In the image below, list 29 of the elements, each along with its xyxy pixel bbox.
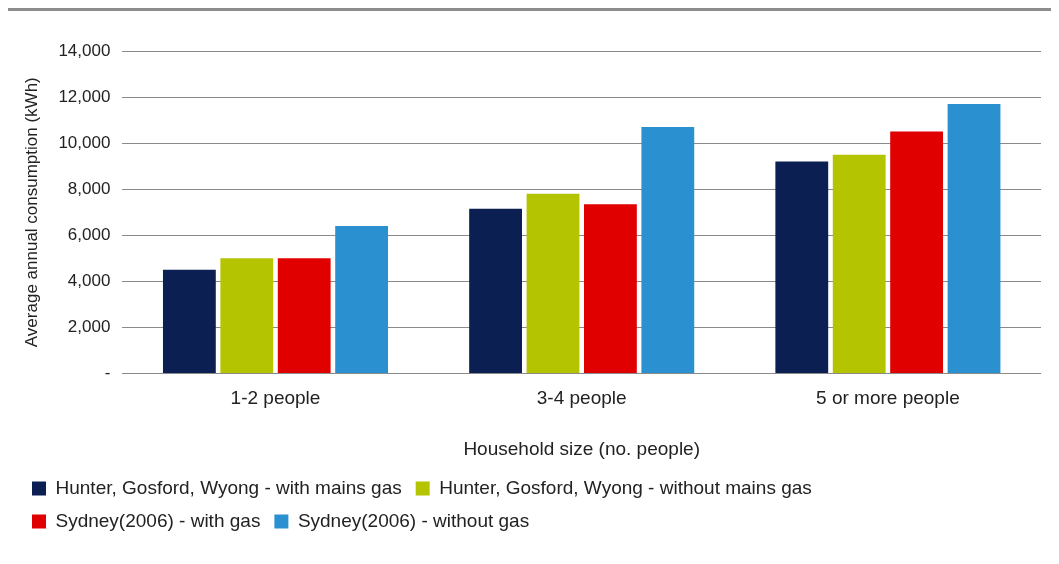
y-tick-label: 8,000 — [67, 178, 111, 198]
bar — [526, 193, 580, 373]
legend-label: Sydney(2006) - without gas — [297, 509, 530, 531]
bar — [947, 103, 1001, 373]
y-tick-label: 4,000 — [67, 270, 111, 290]
bar — [832, 154, 886, 373]
x-tick-label: 1-2 people — [230, 387, 321, 409]
bar — [469, 208, 522, 373]
x-axis-title: Household size (no. people) — [463, 437, 700, 459]
bar — [162, 269, 216, 373]
y-tick-label: 14,000 — [58, 40, 111, 60]
y-tick-label: - — [104, 363, 111, 383]
bar — [584, 204, 637, 373]
bar — [775, 161, 829, 373]
y-tick-label: 12,000 — [58, 86, 111, 106]
bar — [890, 131, 944, 373]
legend-label: Sydney(2006) - with gas — [55, 509, 261, 531]
y-tick-label: 2,000 — [67, 317, 111, 337]
y-tick-label: 6,000 — [67, 224, 111, 244]
y-tick-label: 10,000 — [58, 132, 111, 152]
bar — [335, 226, 389, 373]
legend-label: Hunter, Gosford, Wyong - without mains gas — [439, 476, 812, 498]
legend-label: Hunter, Gosford, Wyong - with mains gas — [55, 476, 402, 498]
x-tick-label: 3-4 people — [536, 387, 627, 409]
x-tick-label: 5 or more people — [816, 387, 960, 409]
bar — [641, 126, 695, 373]
bar — [277, 258, 331, 373]
y-axis-title: Average annual consumption (kWh) — [21, 77, 41, 348]
bar — [220, 258, 274, 373]
